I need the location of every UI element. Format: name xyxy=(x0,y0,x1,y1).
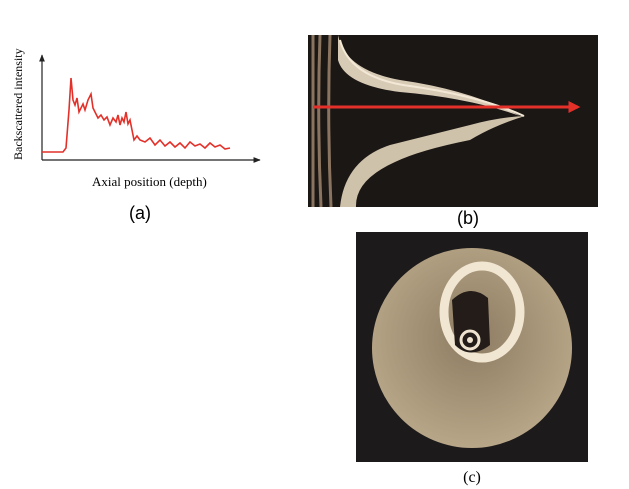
caption: (b) xyxy=(457,208,479,228)
oct-image-c xyxy=(356,232,588,462)
figure: Backscattered intensity Axial position (… xyxy=(0,0,629,489)
y-axis-label: Backscattered intensity xyxy=(11,48,25,160)
oct-image-b xyxy=(308,35,598,207)
plot xyxy=(42,78,230,152)
caption: (a) xyxy=(129,203,151,223)
x-axis-label: Axial position (depth) xyxy=(92,174,207,189)
data-line xyxy=(42,78,230,152)
caption: (c) xyxy=(463,469,481,486)
